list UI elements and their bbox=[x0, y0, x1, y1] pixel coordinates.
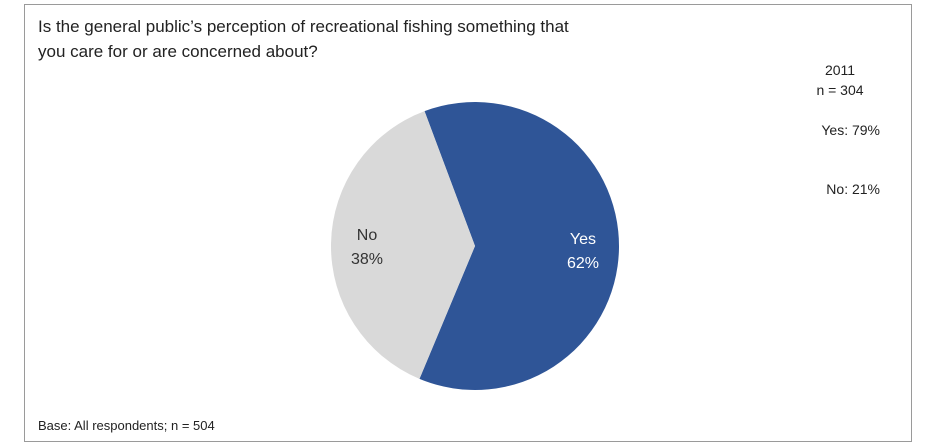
chart-frame bbox=[24, 4, 912, 442]
comparison-no: No: 21% bbox=[826, 181, 880, 197]
comparison-year: 2011 bbox=[824, 62, 856, 78]
pie-slice-no bbox=[331, 111, 475, 379]
slice-value-yes: 62% bbox=[567, 255, 599, 272]
slice-label-yes: Yes bbox=[570, 231, 596, 248]
comparison-yes: Yes: 79% bbox=[821, 122, 880, 138]
chart-title: Is the general public’s perception of re… bbox=[38, 17, 569, 61]
pie-labels: Yes 62% No 38% bbox=[351, 227, 599, 272]
base-note: Base: All respondents; n = 504 bbox=[38, 418, 215, 433]
comparison-sample-size: n = 304 bbox=[816, 82, 864, 98]
pie-slice-yes bbox=[419, 102, 619, 391]
pie-slices bbox=[331, 102, 619, 391]
slice-value-no: 38% bbox=[351, 251, 383, 268]
slice-label-no: No bbox=[357, 227, 378, 244]
